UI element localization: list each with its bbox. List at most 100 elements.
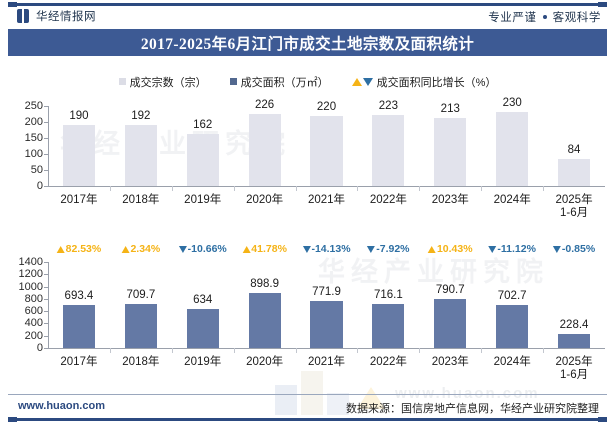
footer-url[interactable]: www.huaon.com (18, 400, 105, 412)
x-axis-tick (233, 348, 235, 353)
bar[interactable] (186, 309, 219, 348)
bar-value-label: 716.1 (373, 289, 403, 301)
bar-value-label: 192 (131, 109, 151, 122)
y-axis-tick-label: 200 (24, 329, 43, 342)
growth-annotation: -11.12% (488, 243, 536, 255)
y-axis: 0 50 100 150 200 250 (0, 96, 615, 218)
y-axis-tick (44, 170, 48, 171)
footer-source: 数据来源：国信房地产信息网，华经产业研究院整理 (346, 403, 599, 415)
brand: 华经情报网 (17, 8, 96, 24)
x-axis-line (48, 348, 605, 349)
footer-divider (8, 394, 607, 395)
x-axis-label: 2024年 (493, 194, 531, 206)
bar[interactable] (124, 304, 157, 348)
y-axis-tick-label: 100 (24, 148, 43, 160)
x-axis-label: 2022年 (369, 194, 407, 206)
chart-land-area: 0 200 400 600 800 1000 1200 1400 693.4 2017年 82.53… (0, 240, 615, 390)
y-axis-tick-label: 1400 (18, 256, 43, 268)
bar[interactable] (557, 159, 591, 186)
growth-value-label: -7.92% (376, 243, 410, 255)
x-axis-label: 2021年 (307, 194, 346, 206)
y-axis: 0 200 400 600 800 1000 1200 1400 (0, 240, 615, 390)
x-axis-label: 2020年 (246, 194, 284, 206)
bar-value-label: 223 (378, 99, 398, 112)
y-axis-tick-label: 1200 (18, 268, 43, 281)
page-title: 2017-2025年6月江门市成交土地宗数及面积统计 (8, 29, 607, 56)
x-axis-tick (543, 186, 545, 191)
x-axis-label: 2025年 1-6月 (555, 356, 593, 381)
y-axis-tick-label: 0 (36, 342, 43, 354)
bar-value-label: 898.9 (250, 277, 279, 290)
bar[interactable] (372, 304, 405, 348)
y-axis-tick (44, 323, 48, 325)
bar[interactable] (310, 300, 343, 348)
y-axis-tick (44, 298, 48, 300)
page-footer: www.huaon.com 数据来源：国信房地产信息网，华经产业研究院整理 (0, 399, 615, 419)
bar[interactable] (124, 124, 157, 186)
bar[interactable] (310, 115, 343, 186)
bar-value-label: 230 (502, 97, 522, 110)
bar[interactable] (557, 333, 591, 348)
y-axis-tick-label: 1000 (18, 280, 43, 293)
bar[interactable] (186, 134, 219, 186)
dot-separator-icon (542, 15, 547, 19)
y-axis-tick-label: 0 (36, 180, 43, 192)
x-axis-tick (171, 186, 173, 191)
x-axis-tick (109, 186, 111, 191)
legend-item-growth: 成交面积同比增长（%） (351, 74, 497, 90)
bar-value-label: 228.4 (559, 318, 589, 331)
growth-annotation: 41.78% (242, 243, 287, 255)
triangle-up-icon (121, 245, 130, 253)
bar[interactable] (248, 292, 281, 348)
bar[interactable] (62, 305, 96, 348)
bar[interactable] (496, 112, 529, 186)
triangle-up-icon (427, 245, 436, 253)
growth-value-label: -11.12% (497, 243, 536, 255)
x-axis-label: 2023年 (431, 194, 469, 206)
book-mark-icon (17, 9, 30, 23)
x-axis-label: 2018年 (122, 194, 160, 206)
legend-label: 成交宗数（宗） (129, 76, 207, 89)
x-axis-label: 2021年 (307, 356, 346, 368)
chart-land-parcels: 0 50 100 150 200 250 190 2017年 192 2018年 162 2019年 2… (0, 96, 615, 219)
bar-value-label: 634 (193, 294, 213, 307)
x-axis-label: 2020年 (246, 356, 284, 368)
growth-value-label: -10.66% (187, 243, 227, 255)
growth-annotation: -7.92% (367, 243, 410, 255)
legend-label: 成交面积同比增长（%） (376, 76, 497, 89)
y-axis-line (48, 262, 49, 348)
bar[interactable] (434, 299, 467, 348)
x-axis-tick (419, 348, 421, 353)
x-axis-tick (295, 186, 297, 191)
triangle-up-icon (56, 245, 65, 253)
chart-legend: 成交宗数（宗） 成交面积（万㎡） 成交面积同比增长（%） (0, 73, 615, 90)
bar[interactable] (434, 117, 467, 186)
bar-value-label: 220 (316, 100, 337, 113)
triangle-up-icon (242, 245, 251, 253)
bar-value-label: 693.4 (64, 290, 94, 303)
y-axis-tick-label: 600 (24, 305, 43, 318)
bar[interactable] (248, 113, 281, 186)
tagline-right: 客观科学 (552, 12, 601, 24)
x-axis-label: 2019年 (184, 194, 222, 206)
y-axis-tick (44, 106, 48, 107)
tagline: 专业严谨 客观科学 (488, 9, 601, 25)
y-axis-tick (44, 138, 48, 139)
y-axis-tick (44, 154, 48, 155)
bar-value-label: 709.7 (126, 289, 156, 302)
bar[interactable] (62, 125, 96, 186)
x-axis-label: 2019年 (184, 356, 222, 368)
x-axis-label: 2018年 (122, 356, 160, 368)
growth-annotation: -14.13% (302, 243, 351, 255)
x-axis-tick (419, 186, 421, 191)
y-axis-line (48, 106, 49, 186)
bar[interactable] (372, 114, 405, 186)
y-axis-tick-label: 800 (24, 292, 43, 305)
bar[interactable] (496, 304, 529, 348)
y-axis-tick (44, 274, 48, 276)
bar-value-label: 790.7 (435, 284, 465, 297)
y-axis-tick-label: 50 (30, 164, 43, 176)
triangle-down-icon (488, 245, 497, 253)
bar-value-label: 162 (193, 119, 213, 132)
